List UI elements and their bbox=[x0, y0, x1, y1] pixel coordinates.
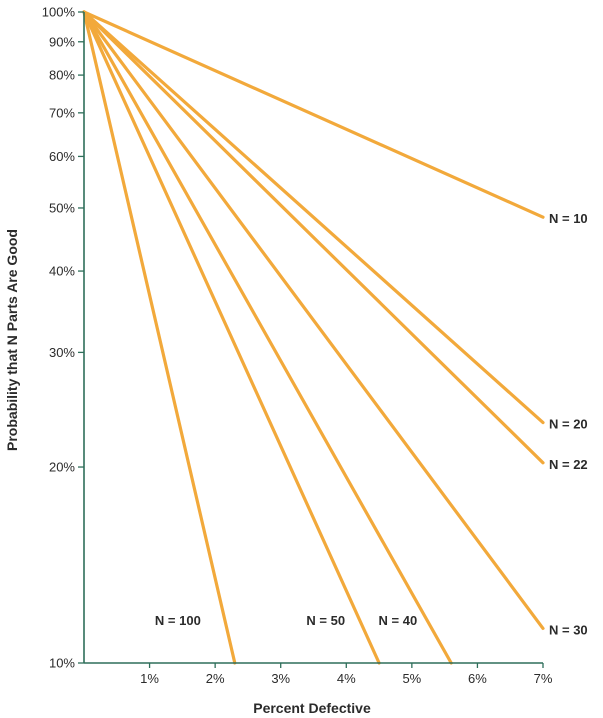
y-tick-label: 40% bbox=[49, 264, 75, 279]
x-tick-label: 2% bbox=[206, 671, 225, 686]
series-label-20: N = 20 bbox=[549, 417, 588, 432]
series-label-22: N = 22 bbox=[549, 457, 588, 472]
x-tick-label: 3% bbox=[271, 671, 290, 686]
series-line-30 bbox=[82, 10, 545, 631]
series-label-10: N = 10 bbox=[549, 211, 588, 226]
y-tick-label: 30% bbox=[49, 345, 75, 360]
x-tick-label: 1% bbox=[140, 671, 159, 686]
y-tick-label: 100% bbox=[42, 5, 76, 20]
y-tick-label: 60% bbox=[49, 149, 75, 164]
x-tick-label: 7% bbox=[534, 671, 553, 686]
series-line-22 bbox=[82, 10, 545, 465]
y-tick-label: 80% bbox=[49, 68, 75, 83]
series-line-100 bbox=[82, 10, 237, 665]
y-tick-label: 10% bbox=[49, 656, 75, 671]
y-tick-label: 70% bbox=[49, 105, 75, 120]
series-lines bbox=[82, 10, 545, 665]
series-line-10 bbox=[82, 10, 545, 219]
x-axis-title: Percent Defective bbox=[253, 700, 371, 716]
y-tick-label: 50% bbox=[49, 200, 75, 215]
y-tick-label: 90% bbox=[49, 34, 75, 49]
series-label-50: N = 50 bbox=[306, 613, 345, 628]
x-tick-label: 5% bbox=[402, 671, 421, 686]
x-tick-label: 6% bbox=[468, 671, 487, 686]
series-line-50 bbox=[82, 10, 381, 665]
y-tick-label: 20% bbox=[49, 460, 75, 475]
series-line-40 bbox=[82, 10, 453, 665]
axes bbox=[83, 12, 543, 664]
series-label-40: N = 40 bbox=[379, 613, 418, 628]
series-labels: N = 10 N = 20 N = 22 N = 30 N = 40 N = 50 N = … bbox=[155, 211, 588, 637]
series-line-20 bbox=[82, 10, 545, 425]
x-tick-label: 4% bbox=[337, 671, 356, 686]
series-label-30: N = 30 bbox=[549, 622, 588, 637]
y-axis-title: Probability that N Parts Are Good bbox=[4, 229, 20, 451]
series-label-100: N = 100 bbox=[155, 613, 201, 628]
axis-ticks: 100% 90% 80% 70% 60% 50% 40% 30% 20% 10% 1% 2% 3% 4% 5… bbox=[42, 5, 553, 687]
